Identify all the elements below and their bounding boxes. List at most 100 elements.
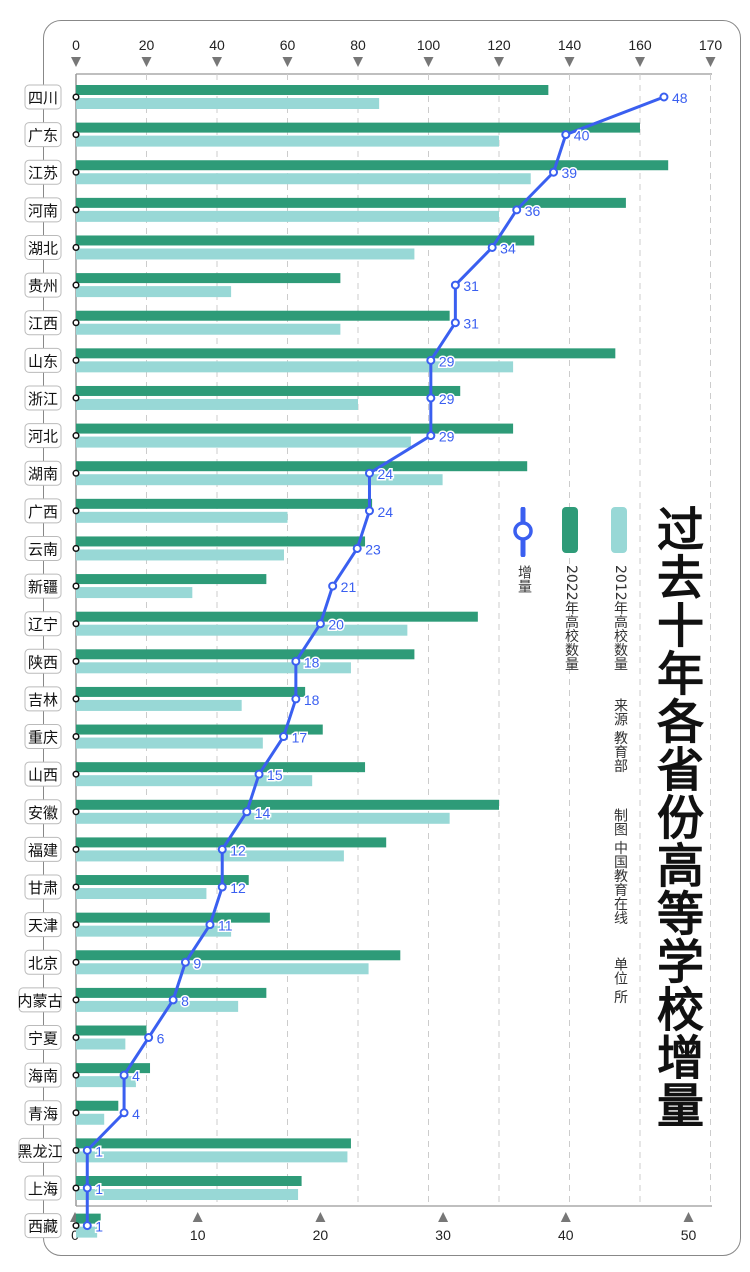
province-label-box [24,460,62,486]
row-dot [72,243,80,252]
bar-2022 [76,912,270,923]
increase-point [352,543,362,553]
bar-2012 [76,1151,348,1163]
top-tick-marker [564,57,575,67]
row-dot [72,469,80,477]
increase-label: 14 [255,805,271,821]
bar-2022 [76,536,366,547]
top-tick-label: 0 [72,37,80,53]
province-label: 天津 [28,917,58,935]
province-label-box [24,724,62,750]
increase-point [168,995,178,1005]
bar-2022 [76,160,669,171]
province-label: 辽宁 [28,616,58,634]
increase-label: 18 [304,654,320,670]
province-label: 上海 [28,1180,58,1198]
province-label-box [24,535,62,561]
province-label-box [24,159,62,185]
increase-point [144,1033,154,1043]
increase-label: 17 [292,730,308,746]
increase-label: 20 [328,617,344,633]
province-label: 宁夏 [28,1030,58,1048]
province-label-box [24,761,62,787]
province-label-box [24,874,62,900]
bar-2012 [76,850,344,862]
province-label-box [24,310,62,336]
province-label-box [24,1175,62,1201]
row-dot [72,544,80,552]
province-label: 青海 [28,1105,58,1123]
increase-label: 8 [181,993,189,1009]
increase-point [426,431,436,441]
increase-label: 31 [463,316,479,332]
increase-label: 15 [267,767,283,783]
province-label: 河南 [28,202,58,220]
bar-2012 [76,662,351,674]
province-label-box [24,385,62,411]
province-label-box [24,347,62,373]
province-label: 安徽 [28,804,58,822]
province-label: 陕西 [28,653,58,671]
top-tick-marker [423,57,434,67]
increase-label: 29 [439,429,455,445]
increase-point [291,694,301,704]
province-label-box [24,272,62,298]
province-label-box [24,611,62,637]
province-label: 云南 [28,540,58,558]
row-dot [72,770,80,778]
bar-2012 [76,888,207,900]
top-tick-label: 140 [558,37,582,53]
increase-label: 34 [500,240,516,256]
increase-point [487,242,497,252]
province-label: 贵州 [28,277,58,295]
increase-point [450,280,460,290]
row-dot [72,582,80,590]
row-dot [72,1109,80,1117]
province-label: 内蒙古 [17,992,62,1010]
bar-2012 [76,173,531,185]
row-dot [72,1071,80,1079]
top-tick-label: 20 [139,37,155,53]
increase-label: 6 [157,1031,165,1047]
row-dot [72,319,80,327]
increase-point [426,355,436,365]
increase-label: 39 [562,165,578,181]
increase-label: 29 [439,353,455,369]
bar-2012 [76,1189,299,1200]
row-dot [72,996,80,1004]
increase-point [254,769,264,779]
bar-2022 [76,1063,151,1074]
increase-label: 21 [341,579,357,595]
province-label: 山西 [28,766,58,784]
bottom-tick-marker [315,1212,326,1222]
bar-2022 [76,762,366,773]
bar-2022 [76,498,373,509]
increase-label: 24 [377,504,393,520]
province-label-box [18,1137,62,1163]
province-label: 广西 [28,503,58,521]
row-dot [72,394,80,402]
increase-point [180,957,190,967]
province-label-box [24,912,62,938]
bar-2022 [76,461,528,472]
increase-point [659,92,669,102]
increase-point [217,844,227,854]
increase-point [364,506,374,516]
row-dot [72,958,80,966]
province-label: 西藏 [28,1218,58,1236]
bar-2012 [76,248,415,260]
top-tick-label: 80 [350,37,366,53]
increase-label: 4 [132,1106,140,1122]
increase-label: 23 [365,541,381,557]
legend-label-2012: 2012年高校数量 [612,565,628,671]
province-label: 黑龙江 [17,1142,62,1160]
bar-2012 [76,587,193,599]
increase-point [450,318,460,328]
bar-2022 [76,273,341,284]
bar-2022 [76,987,267,998]
bottom-tick-label: 0 [71,1227,79,1243]
province-label-box [24,84,62,110]
bar-2012 [76,286,232,298]
increase-label: 1 [95,1143,103,1159]
